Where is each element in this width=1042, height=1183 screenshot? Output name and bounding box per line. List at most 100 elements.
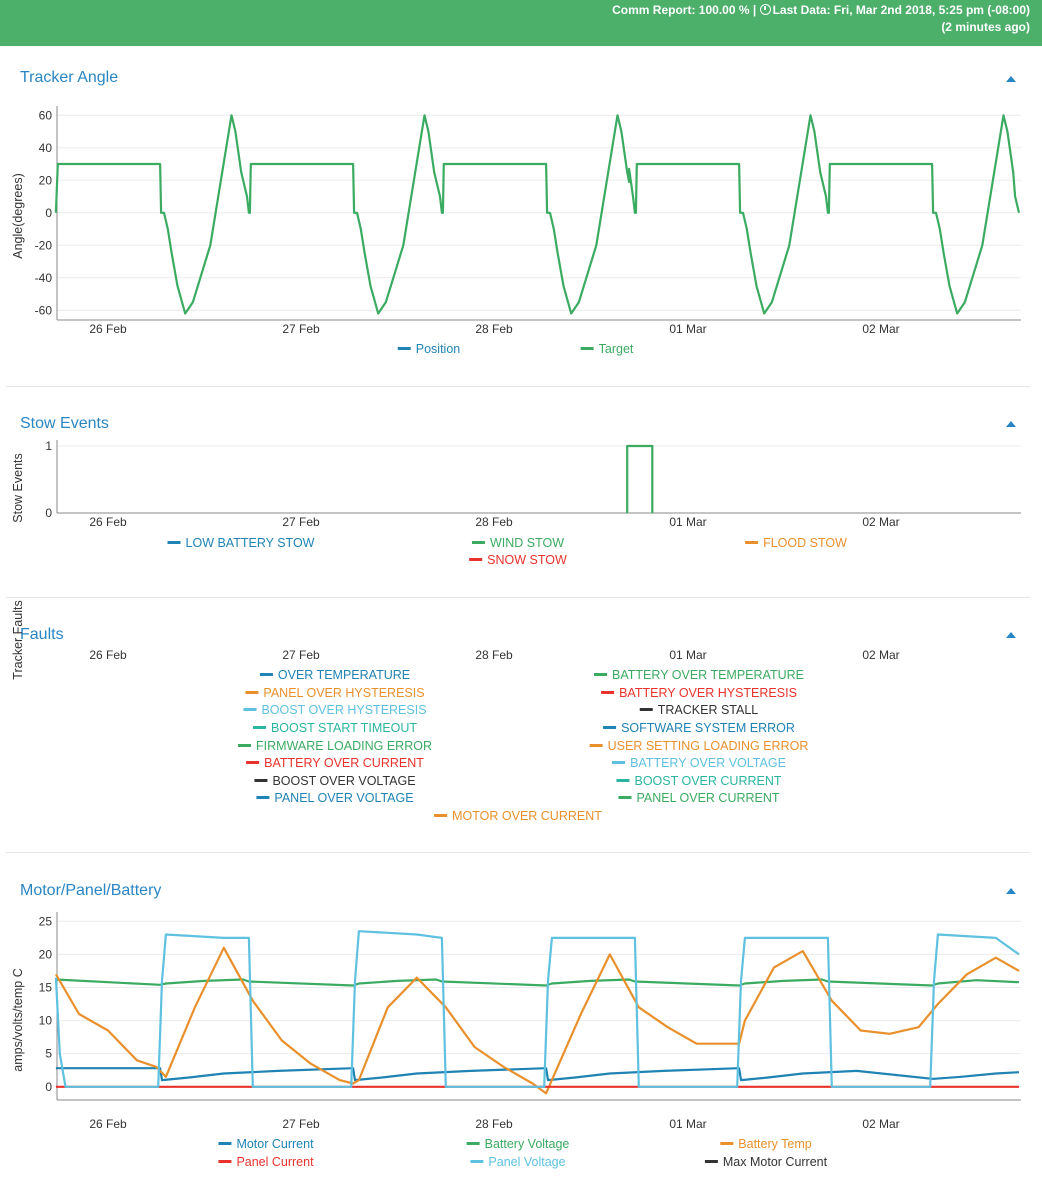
legend-item-motor-over-current[interactable]: MOTOR OVER CURRENT: [434, 809, 602, 823]
legend-swatch: [218, 1160, 232, 1163]
legend-item-panel-over-current[interactable]: PANEL OVER CURRENT: [618, 791, 780, 805]
legend-swatch: [745, 541, 759, 544]
legend-item-low-battery-stow[interactable]: LOW BATTERY STOW: [167, 536, 315, 550]
x-tick-label: 01 Mar: [669, 515, 706, 529]
panel-divider: [6, 386, 1030, 387]
legend-item-panel-over-hysteresis[interactable]: PANEL OVER HYSTERESIS: [245, 686, 425, 700]
legend-swatch: [397, 347, 411, 350]
legend-item-user-setting-loading-error[interactable]: USER SETTING LOADING ERROR: [589, 739, 809, 753]
header-bar: Comm Report: 100.00 % | Last Data: Fri, …: [0, 0, 1042, 46]
series-line-wind-stow: [626, 444, 654, 513]
x-tick-label: 26 Feb: [89, 1117, 127, 1131]
header-separator: |: [752, 3, 757, 17]
legend-label: LOW BATTERY STOW: [185, 536, 315, 550]
legend-item-boost-over-current[interactable]: BOOST OVER CURRENT: [616, 774, 782, 788]
legend-item-flood-stow[interactable]: FLOOD STOW: [745, 536, 847, 550]
legend-label: Max Motor Current: [722, 1155, 828, 1169]
x-tick-label: 02 Mar: [862, 322, 899, 336]
legend-swatch: [434, 814, 448, 817]
x-tick-label: 26 Feb: [89, 648, 127, 662]
legend-swatch: [256, 796, 270, 799]
legend-label: BOOST OVER HYSTERESIS: [261, 703, 427, 717]
legend-swatch: [601, 691, 615, 694]
legend-swatch: [612, 761, 626, 764]
legend-item-over-temperature[interactable]: OVER TEMPERATURE: [259, 668, 411, 682]
legend-label: TRACKER STALL: [657, 703, 759, 717]
legend-swatch: [704, 1160, 718, 1163]
y-tick-label: 10: [39, 1014, 53, 1028]
legend-item-target[interactable]: Target: [580, 342, 634, 356]
legend-item-tracker-stall[interactable]: TRACKER STALL: [639, 703, 759, 717]
legend-label: Motor Current: [236, 1137, 314, 1151]
legend-item-snow-stow[interactable]: SNOW STOW: [469, 553, 567, 567]
legend-swatch: [167, 541, 181, 544]
legend-swatch: [245, 691, 259, 694]
legend-item-boost-over-voltage[interactable]: BOOST OVER VOLTAGE: [254, 774, 416, 788]
x-tick-label: 26 Feb: [89, 322, 127, 336]
legend-item-motor-current[interactable]: Motor Current: [218, 1137, 314, 1151]
collapse-tracker-angle-icon[interactable]: [1006, 76, 1016, 82]
collapse-stow-events-icon[interactable]: [1006, 421, 1016, 427]
y-tick-label: 15: [39, 980, 53, 994]
panel-divider: [6, 852, 1030, 853]
collapse-motor-panel-battery-icon[interactable]: [1006, 888, 1016, 894]
legend-label: Position: [415, 342, 461, 356]
legend-swatch: [254, 779, 268, 782]
legend-item-battery-over-voltage[interactable]: BATTERY OVER VOLTAGE: [612, 756, 786, 770]
legend-swatch: [618, 796, 632, 799]
legend-label: BATTERY OVER HYSTERESIS: [619, 686, 797, 700]
legend-label: Panel Voltage: [488, 1155, 566, 1169]
x-tick-label: 02 Mar: [862, 515, 899, 529]
legend-item-max-motor-current[interactable]: Max Motor Current: [704, 1155, 828, 1169]
legend-label: USER SETTING LOADING ERROR: [607, 739, 809, 753]
series-line-panel-voltage: [54, 930, 1020, 1088]
legend-swatch: [603, 726, 617, 729]
legend-label: Battery Temp: [738, 1137, 812, 1151]
last-data-value: Fri, Mar 2nd 2018, 5:25 pm (-08:00): [833, 3, 1030, 17]
y-tick-label: 20: [39, 947, 53, 961]
legend-item-battery-over-hysteresis[interactable]: BATTERY OVER HYSTERESIS: [601, 686, 797, 700]
legend-label: SNOW STOW: [487, 553, 567, 567]
legend-item-battery-voltage[interactable]: Battery Voltage: [466, 1137, 569, 1151]
x-tick-label: 02 Mar: [862, 1117, 899, 1131]
legend-swatch: [720, 1142, 734, 1145]
legend-swatch: [243, 708, 257, 711]
legend-swatch: [471, 541, 485, 544]
legend-label: PANEL OVER CURRENT: [636, 791, 780, 805]
legend-item-battery-temp[interactable]: Battery Temp: [720, 1137, 812, 1151]
legend-item-firmware-loading-error[interactable]: FIRMWARE LOADING ERROR: [238, 739, 432, 753]
legend-label: FLOOD STOW: [763, 536, 847, 550]
legend-item-wind-stow[interactable]: WIND STOW: [471, 536, 564, 550]
legend-swatch: [246, 761, 260, 764]
y-axis-label: Stow Events: [11, 453, 25, 522]
legend-item-battery-over-current[interactable]: BATTERY OVER CURRENT: [246, 756, 424, 770]
legend-item-panel-current[interactable]: Panel Current: [218, 1155, 314, 1169]
collapse-faults-icon[interactable]: [1006, 632, 1016, 638]
legend-item-panel-voltage[interactable]: Panel Voltage: [470, 1155, 566, 1169]
legend-label: OVER TEMPERATURE: [277, 668, 411, 682]
legend-item-software-system-error[interactable]: SOFTWARE SYSTEM ERROR: [603, 721, 795, 735]
x-tick-label: 01 Mar: [669, 648, 706, 662]
legend-label: Target: [598, 342, 634, 356]
legend-swatch: [639, 708, 653, 711]
legend-swatch: [252, 726, 266, 729]
legend-item-boost-over-hysteresis[interactable]: BOOST OVER HYSTERESIS: [243, 703, 427, 717]
series-line-motor-current: [55, 1067, 1020, 1082]
panel-title-faults: Faults: [20, 626, 64, 643]
x-tick-label: 28 Feb: [475, 322, 513, 336]
panel-title-tracker-angle: Tracker Angle: [20, 69, 119, 86]
legend-swatch: [616, 779, 630, 782]
legend-label: BATTERY OVER CURRENT: [264, 756, 424, 770]
legend-item-boost-start-timeout[interactable]: BOOST START TIMEOUT: [252, 721, 417, 735]
last-data-label: Last Data:: [772, 3, 831, 17]
x-tick-label: 27 Feb: [282, 515, 320, 529]
y-tick-label: -60: [35, 303, 53, 317]
legend-item-panel-over-voltage[interactable]: PANEL OVER VOLTAGE: [256, 791, 414, 805]
y-tick-label: 1: [45, 439, 52, 453]
legend-label: Panel Current: [236, 1155, 314, 1169]
legend-item-battery-over-temperature[interactable]: BATTERY OVER TEMPERATURE: [594, 668, 804, 682]
legend-item-position[interactable]: Position: [397, 342, 461, 356]
